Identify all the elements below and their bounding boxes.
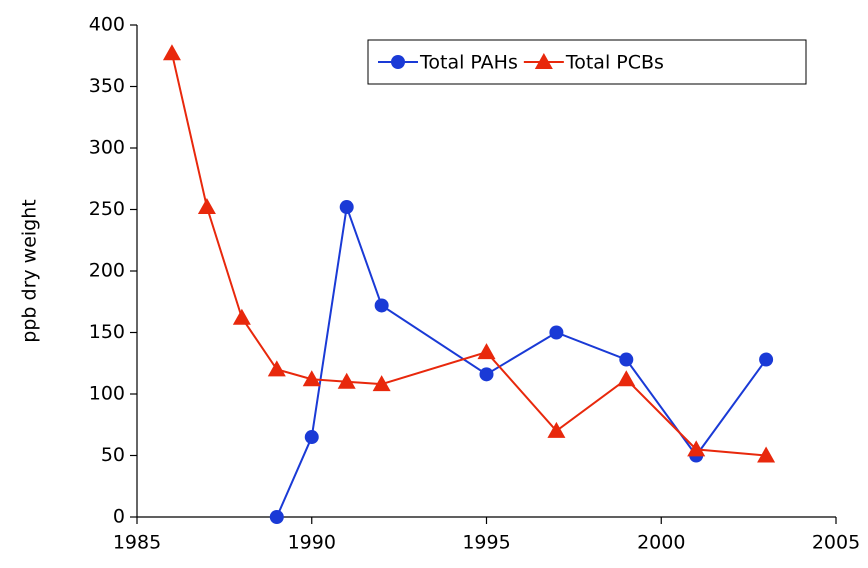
legend-marker	[534, 53, 553, 69]
data-point	[269, 510, 284, 524]
legend-label: Total PCBs	[565, 52, 664, 74]
data-point	[304, 430, 319, 445]
data-point	[374, 298, 389, 313]
data-point	[757, 446, 776, 463]
data-point	[337, 372, 356, 389]
x-tick-label: 1995	[462, 532, 510, 554]
data-point	[302, 370, 321, 387]
data-point	[197, 198, 216, 215]
x-tick-label: 1990	[288, 532, 336, 554]
y-tick-label: 250	[89, 198, 125, 220]
data-point	[267, 360, 286, 377]
x-tick-label: 2005	[812, 532, 860, 554]
data-point	[619, 352, 634, 367]
data-point	[549, 325, 564, 340]
data-point	[547, 421, 566, 438]
data-point	[617, 370, 636, 387]
y-axis-label: ppb dry weight	[19, 199, 41, 342]
data-point	[687, 440, 706, 457]
y-tick-label: 150	[89, 321, 125, 343]
series-line	[275, 206, 767, 518]
data-point	[339, 200, 354, 215]
x-tick-label: 2000	[637, 532, 685, 554]
y-tick-label: 200	[89, 260, 125, 282]
data-point	[232, 308, 251, 325]
y-tick-label: 400	[89, 14, 125, 36]
x-tick-label: 1985	[113, 532, 161, 554]
data-point	[759, 352, 774, 367]
y-tick-label: 0	[113, 506, 125, 528]
y-tick-label: 350	[89, 75, 125, 97]
data-point	[479, 367, 494, 382]
data-point	[372, 375, 391, 392]
y-tick-label: 100	[89, 383, 125, 405]
data-point	[477, 343, 496, 360]
legend-box	[367, 39, 807, 85]
y-tick-label: 50	[101, 444, 125, 466]
series-line	[170, 53, 767, 457]
legend-marker	[391, 55, 405, 69]
data-point	[162, 44, 181, 61]
legend-label: Total PAHs	[419, 52, 518, 74]
y-tick-label: 300	[89, 137, 125, 159]
